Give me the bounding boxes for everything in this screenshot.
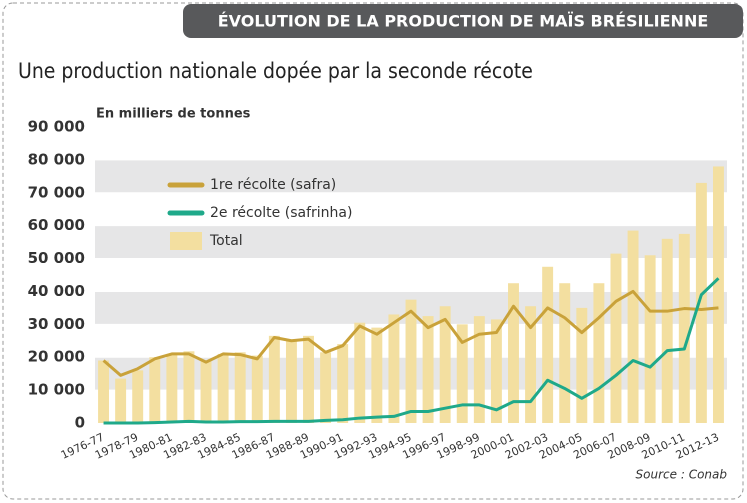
bar bbox=[593, 283, 605, 423]
bar bbox=[627, 230, 639, 423]
bar bbox=[251, 355, 263, 423]
bar bbox=[644, 255, 656, 423]
bar bbox=[405, 299, 417, 423]
y-tick-label: 20 000 bbox=[28, 348, 85, 366]
y-tick-label: 40 000 bbox=[28, 282, 85, 300]
source: Source : Conab bbox=[636, 468, 728, 482]
bar bbox=[98, 360, 110, 423]
bar bbox=[490, 319, 502, 423]
bar bbox=[115, 378, 127, 423]
bar bbox=[200, 360, 212, 423]
bar bbox=[183, 351, 195, 423]
bar bbox=[456, 324, 468, 423]
bar bbox=[473, 316, 485, 423]
grid-band bbox=[95, 159, 727, 193]
y-tick-label: 90 000 bbox=[28, 118, 85, 136]
bar bbox=[149, 357, 161, 423]
chart-title: Une production nationale dopée par la se… bbox=[18, 59, 533, 83]
legend-label: 2e récolte (safrinha) bbox=[210, 205, 352, 221]
bar bbox=[371, 327, 383, 423]
legend-label: 1re récolte (safra) bbox=[210, 177, 336, 193]
header-box bbox=[183, 4, 743, 38]
plot: 0 10 000 20 000 30 000 40 000 50 000 60 000 70 … bbox=[28, 118, 727, 462]
bar bbox=[610, 253, 622, 423]
y-tick-label: 10 000 bbox=[28, 381, 85, 399]
legend-swatch bbox=[170, 232, 202, 250]
y-tick-label: 30 000 bbox=[28, 315, 85, 333]
header: ÉVOLUTION DE LA PRODUCTION DE MAÏS BRÉSI… bbox=[218, 12, 709, 31]
bar bbox=[166, 353, 178, 423]
bar bbox=[303, 335, 314, 423]
bar bbox=[337, 344, 349, 423]
legend-label: Total bbox=[209, 233, 243, 249]
bar bbox=[712, 166, 724, 423]
bar bbox=[559, 283, 571, 423]
bar bbox=[132, 370, 144, 423]
bar bbox=[217, 353, 229, 423]
y-tick-label: 60 000 bbox=[28, 216, 85, 234]
bar bbox=[285, 340, 297, 423]
y-axis-label: En milliers de tonnes bbox=[96, 107, 251, 122]
bar bbox=[234, 352, 246, 423]
bar bbox=[525, 306, 537, 423]
bar bbox=[508, 283, 519, 423]
bar bbox=[388, 314, 400, 423]
line bbox=[102, 289, 719, 377]
bar bbox=[354, 322, 366, 423]
y-tick-label: 50 000 bbox=[28, 249, 85, 267]
bar bbox=[695, 182, 707, 423]
bar bbox=[661, 238, 673, 423]
bar bbox=[542, 266, 554, 423]
bar bbox=[439, 306, 451, 423]
y-tick-label: 0 bbox=[75, 414, 85, 432]
bar bbox=[422, 316, 434, 423]
y-tick-label: 70 000 bbox=[28, 183, 85, 201]
bar bbox=[320, 352, 332, 423]
bar bbox=[268, 335, 280, 423]
bar bbox=[678, 233, 690, 423]
y-tick-label: 80 000 bbox=[28, 150, 85, 168]
line bbox=[103, 277, 720, 425]
bar bbox=[576, 307, 588, 423]
